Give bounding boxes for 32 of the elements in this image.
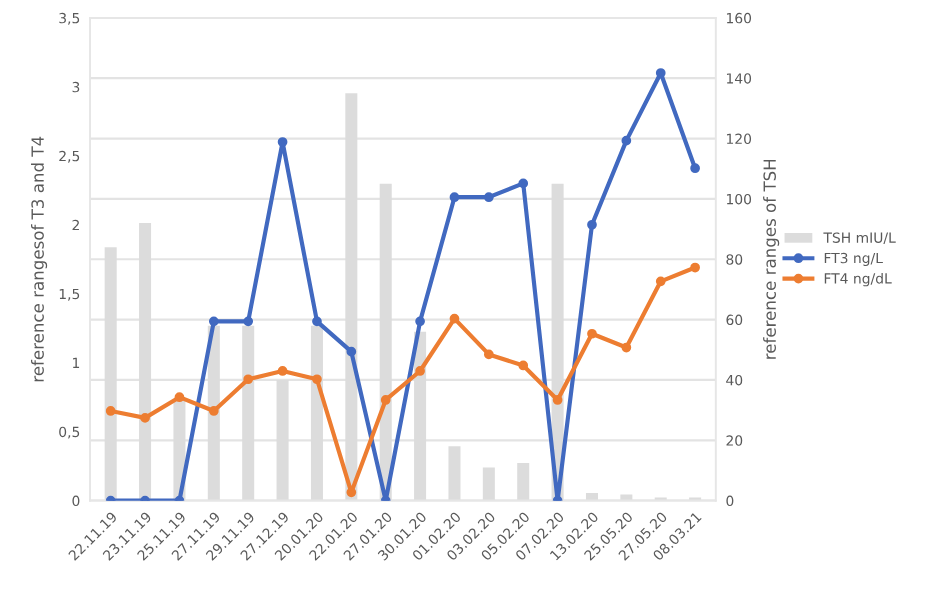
point <box>655 276 666 287</box>
point <box>243 374 254 385</box>
point <box>415 316 425 327</box>
point <box>621 135 632 146</box>
point <box>518 178 529 189</box>
point <box>140 413 150 423</box>
point <box>277 366 288 376</box>
point <box>208 316 219 327</box>
point <box>483 192 494 203</box>
point <box>655 68 666 78</box>
point <box>312 374 322 385</box>
point <box>621 342 632 353</box>
point <box>346 346 357 357</box>
point <box>587 328 597 339</box>
point <box>587 219 597 230</box>
point <box>243 316 254 327</box>
point <box>208 406 219 416</box>
y-axis-title: reference rangesof T3 and T4 <box>31 136 48 382</box>
point <box>449 313 460 324</box>
point <box>415 366 425 376</box>
point <box>105 406 116 416</box>
point <box>449 192 460 203</box>
point <box>552 395 563 405</box>
y2-axis-title: reference ranges of TSH <box>763 159 780 359</box>
point <box>690 262 700 273</box>
point <box>380 395 391 405</box>
point <box>690 163 700 174</box>
point <box>518 360 529 371</box>
point <box>174 392 185 403</box>
point <box>277 137 288 147</box>
point <box>483 349 494 360</box>
point <box>312 316 322 327</box>
